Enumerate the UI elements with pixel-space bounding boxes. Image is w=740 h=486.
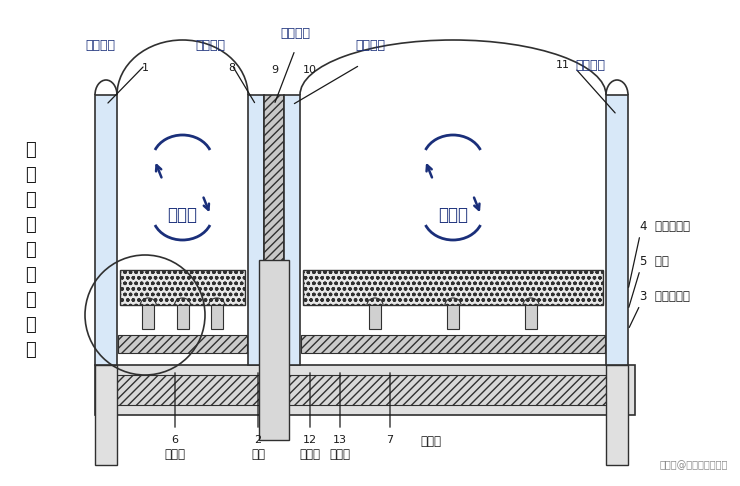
Text: 10: 10 — [303, 65, 317, 75]
Bar — [120, 270, 245, 305]
Bar — [369, 305, 381, 329]
Text: 8: 8 — [229, 63, 235, 73]
Text: 3  橡胶减震垫: 3 橡胶减震垫 — [640, 290, 690, 303]
Bar — [248, 95, 264, 365]
Bar — [264, 95, 284, 365]
Text: 第四玻璃: 第四玻璃 — [575, 58, 605, 71]
Bar — [103, 375, 627, 405]
Text: 第三玻璃: 第三玻璃 — [355, 39, 385, 52]
Text: 第一玻璃: 第一玻璃 — [85, 39, 115, 52]
Text: 2: 2 — [255, 435, 261, 445]
Text: 分子塞: 分子塞 — [300, 448, 320, 461]
Text: 6: 6 — [172, 435, 178, 445]
Bar — [211, 305, 223, 329]
Text: 搜狐号@搜狐黑点黄冈站: 搜狐号@搜狐黑点黄冈站 — [659, 460, 728, 470]
Text: 4  橡胶密封条: 4 橡胶密封条 — [640, 220, 690, 233]
Text: 热传导: 热传导 — [167, 206, 198, 224]
Bar — [259, 260, 289, 440]
Bar — [284, 95, 300, 365]
Text: 定位块: 定位块 — [420, 435, 441, 448]
Text: 7: 7 — [386, 435, 394, 445]
Text: 5  卡块: 5 卡块 — [640, 255, 669, 268]
Bar — [303, 270, 603, 305]
Text: 第二玻璃: 第二玻璃 — [195, 39, 225, 52]
Text: 热传导: 热传导 — [438, 206, 468, 224]
Text: 限位块: 限位块 — [329, 448, 351, 461]
Bar — [95, 365, 635, 415]
Text: 暖边条: 暖边条 — [164, 448, 186, 461]
Text: 11: 11 — [556, 60, 570, 70]
Bar — [95, 95, 117, 365]
Text: 13: 13 — [333, 435, 347, 445]
Text: 9: 9 — [272, 65, 278, 75]
Bar — [177, 305, 189, 329]
Bar — [606, 365, 628, 465]
Text: 1: 1 — [141, 63, 149, 73]
Bar — [447, 305, 459, 329]
Bar — [118, 335, 247, 353]
Bar — [301, 335, 605, 353]
Text: 12: 12 — [303, 435, 317, 445]
Text: 四
玻
两
腔
窗
组
构
部
件: 四 玻 两 腔 窗 组 构 部 件 — [24, 141, 36, 359]
Bar — [142, 305, 154, 329]
Bar — [606, 95, 628, 365]
Bar — [525, 305, 537, 329]
Bar — [95, 365, 117, 465]
Text: 夹角膜层: 夹角膜层 — [280, 27, 310, 40]
Text: 窗框: 窗框 — [251, 448, 265, 461]
